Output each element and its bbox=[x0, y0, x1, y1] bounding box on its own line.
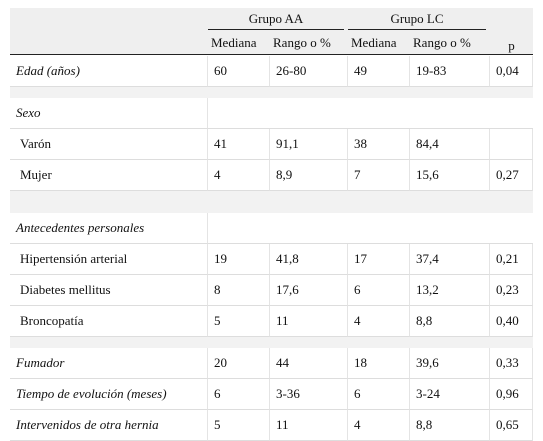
cell: 13,2 bbox=[410, 275, 490, 306]
cell: 17 bbox=[348, 244, 410, 275]
header-rule bbox=[10, 54, 533, 55]
row-label: Antecedentes personales bbox=[10, 213, 208, 244]
column-header: Rango o % bbox=[413, 34, 471, 50]
spacer-row bbox=[10, 191, 533, 202]
cell: 18 bbox=[348, 348, 410, 379]
cell: 49 bbox=[348, 56, 410, 87]
row-label: Edad (años) bbox=[10, 56, 208, 87]
cell bbox=[490, 129, 533, 160]
cell: 60 bbox=[208, 56, 270, 87]
cell: 8 bbox=[208, 275, 270, 306]
page: Grupo AA Grupo LC Mediana Rango o % Mediana R… bbox=[10, 8, 533, 441]
cell: 15,6 bbox=[410, 160, 490, 191]
cell: 41,8 bbox=[270, 244, 348, 275]
cell: 8,8 bbox=[410, 410, 490, 441]
cell bbox=[208, 98, 533, 129]
row-label: Varón bbox=[10, 129, 208, 160]
cell: 4 bbox=[348, 306, 410, 337]
cell: 19-83 bbox=[410, 56, 490, 87]
row-label: Intervenidos de otra hernia bbox=[10, 410, 208, 441]
row-label: Sexo bbox=[10, 98, 208, 129]
cell: 11 bbox=[270, 410, 348, 441]
cell: 5 bbox=[208, 410, 270, 441]
cell: 20 bbox=[208, 348, 270, 379]
column-header: Mediana bbox=[351, 34, 397, 50]
cell: 38 bbox=[348, 129, 410, 160]
cell: 0,27 bbox=[490, 160, 533, 191]
cell: 11 bbox=[270, 306, 348, 337]
cell: 41 bbox=[208, 129, 270, 160]
cell: 44 bbox=[270, 348, 348, 379]
column-header: p bbox=[508, 37, 515, 53]
cell: 17,6 bbox=[270, 275, 348, 306]
cell: 0,04 bbox=[490, 56, 533, 87]
cell: 6 bbox=[208, 379, 270, 410]
cell: 6 bbox=[348, 379, 410, 410]
group-header: Grupo LC bbox=[348, 8, 486, 30]
column-header: Mediana bbox=[211, 34, 257, 50]
spacer-row bbox=[10, 87, 533, 98]
cell: 26-80 bbox=[270, 56, 348, 87]
row-label: Fumador bbox=[10, 348, 208, 379]
row-label: Mujer bbox=[10, 160, 208, 191]
cell: 84,4 bbox=[410, 129, 490, 160]
spacer-row bbox=[10, 202, 533, 213]
cell: 5 bbox=[208, 306, 270, 337]
group-header: Grupo AA bbox=[208, 8, 344, 30]
cell: 19 bbox=[208, 244, 270, 275]
row-label: Diabetes mellitus bbox=[10, 275, 208, 306]
cell: 37,4 bbox=[410, 244, 490, 275]
cell: 0,23 bbox=[490, 275, 533, 306]
cell: 3-36 bbox=[270, 379, 348, 410]
row-label: Hipertensión arterial bbox=[10, 244, 208, 275]
row-label: Tiempo de evolución (meses) bbox=[10, 379, 208, 410]
cell: 91,1 bbox=[270, 129, 348, 160]
cell: 0,96 bbox=[490, 379, 533, 410]
cell: 0,40 bbox=[490, 306, 533, 337]
row-label: Broncopatía bbox=[10, 306, 208, 337]
spacer-row bbox=[10, 337, 533, 348]
cell: 8,9 bbox=[270, 160, 348, 191]
header-bg bbox=[10, 8, 533, 55]
cell: 4 bbox=[348, 410, 410, 441]
cell: 0,21 bbox=[490, 244, 533, 275]
cell: 3-24 bbox=[410, 379, 490, 410]
column-header: Rango o % bbox=[273, 34, 331, 50]
cell: 39,6 bbox=[410, 348, 490, 379]
cell: 4 bbox=[208, 160, 270, 191]
cell: 7 bbox=[348, 160, 410, 191]
cell bbox=[208, 213, 533, 244]
cell: 0,33 bbox=[490, 348, 533, 379]
cell: 8,8 bbox=[410, 306, 490, 337]
cell: 0,65 bbox=[490, 410, 533, 441]
cell: 6 bbox=[348, 275, 410, 306]
